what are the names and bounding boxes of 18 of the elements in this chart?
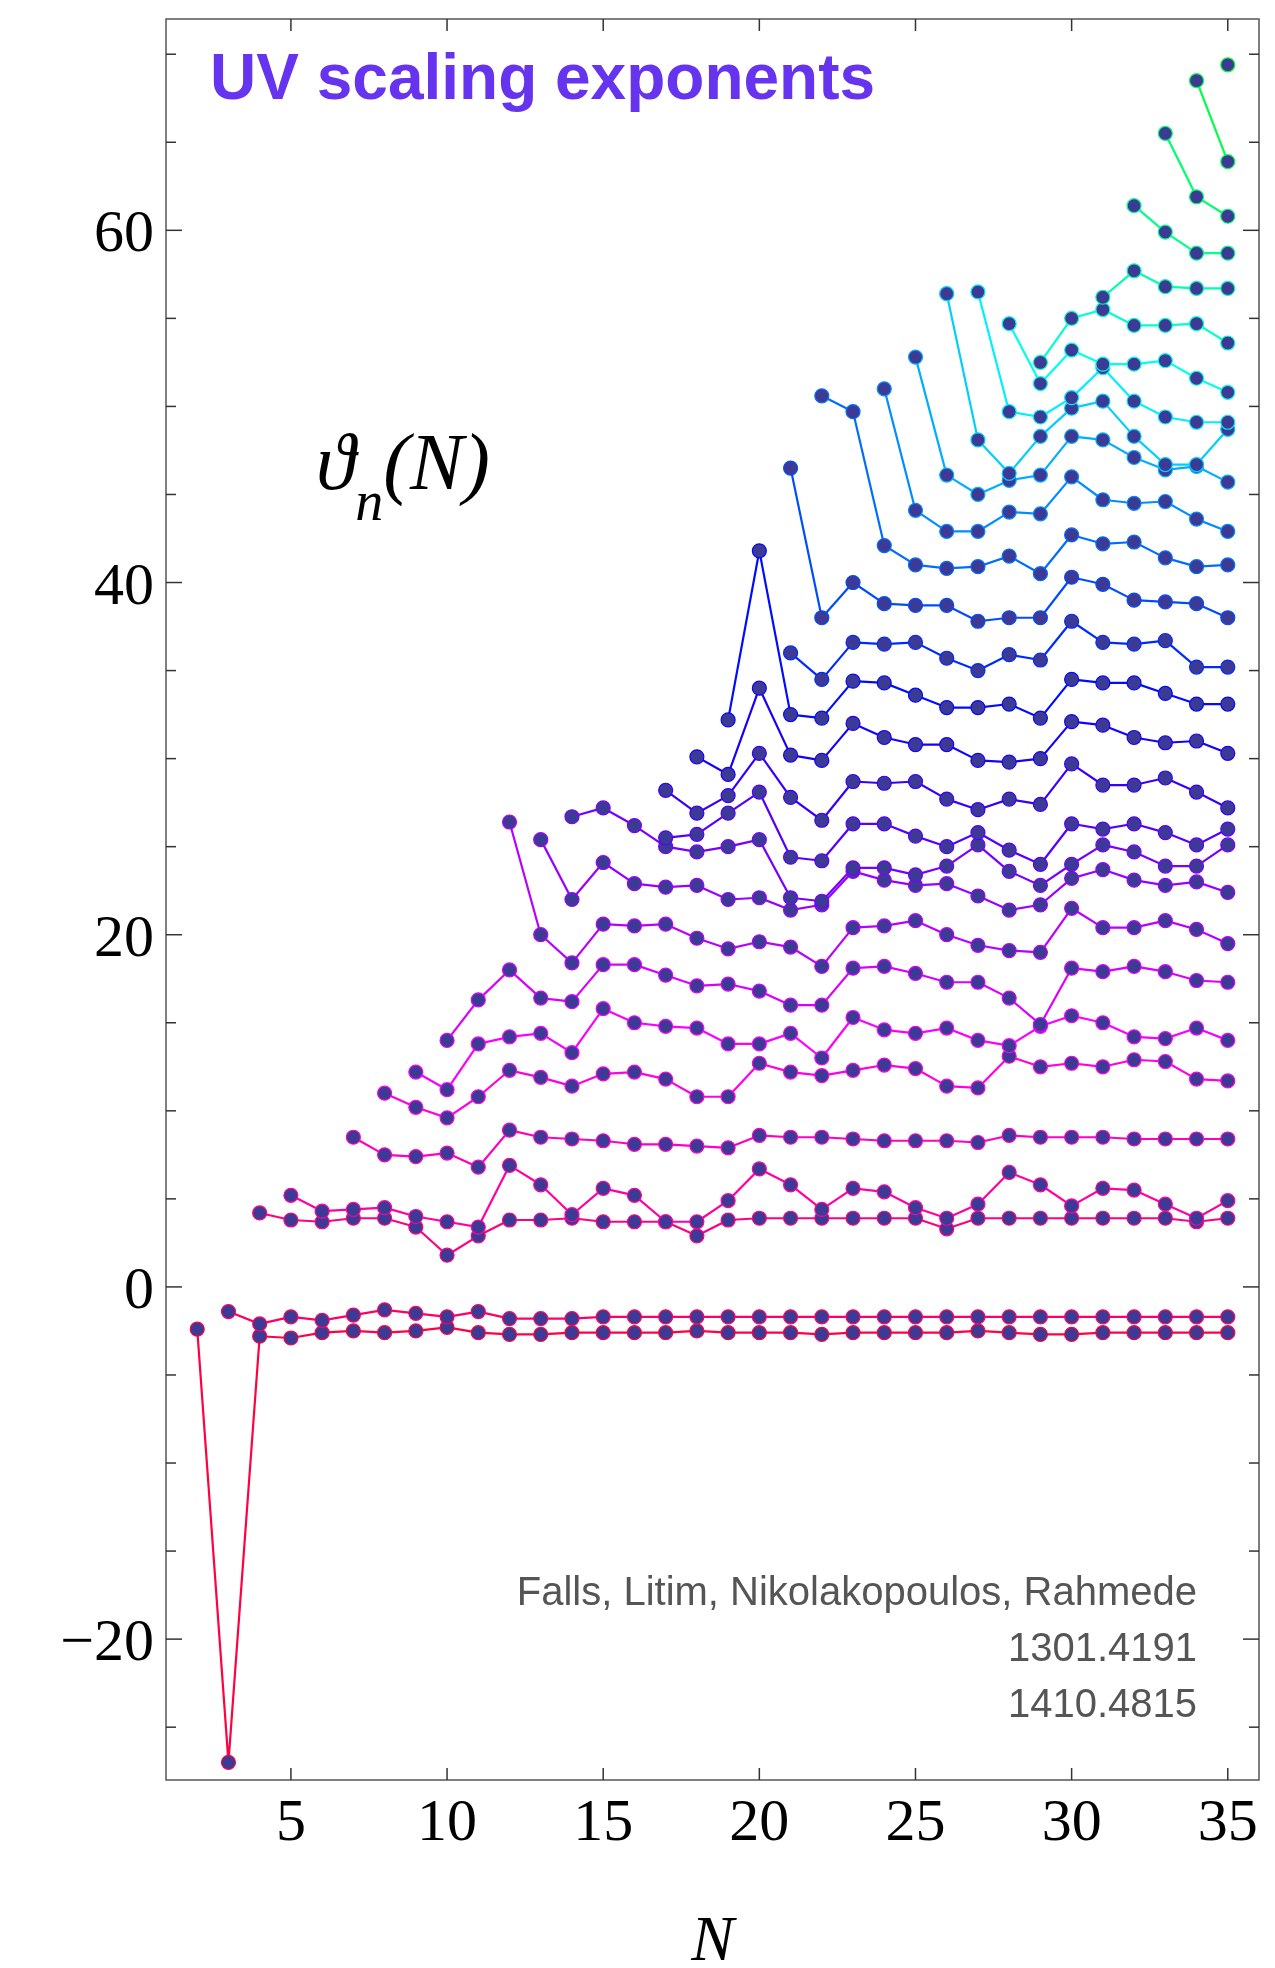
x-tick-label: 15 — [573, 1787, 634, 1853]
annotation: Falls, Litim, Nikolakopoulos, Rahmede — [516, 1569, 1197, 1613]
x-tick-label: 5 — [275, 1787, 306, 1853]
y-tick-label: 0 — [124, 1254, 154, 1321]
chart-title: UV scaling exponents — [210, 41, 876, 113]
x-tick-label: 10 — [417, 1787, 478, 1853]
x-tick-label: 25 — [885, 1787, 946, 1853]
annotation: 1410.4815 — [1007, 1681, 1197, 1725]
y-tick-label: 40 — [94, 550, 154, 617]
y-axis-title: ϑ$_{n}$(N) — [316, 418, 490, 532]
x-tick-label: 35 — [1197, 1787, 1258, 1853]
x-tick-label: 30 — [1041, 1787, 1102, 1853]
x-tick-label: 20 — [729, 1787, 790, 1853]
annotation: 1301.4191 — [1007, 1625, 1197, 1669]
y-tick-label: −20 — [60, 1607, 154, 1674]
y-tick-label: 20 — [94, 902, 154, 969]
y-tick-label: 60 — [94, 198, 154, 265]
x-axis-title: N — [690, 1903, 738, 1968]
